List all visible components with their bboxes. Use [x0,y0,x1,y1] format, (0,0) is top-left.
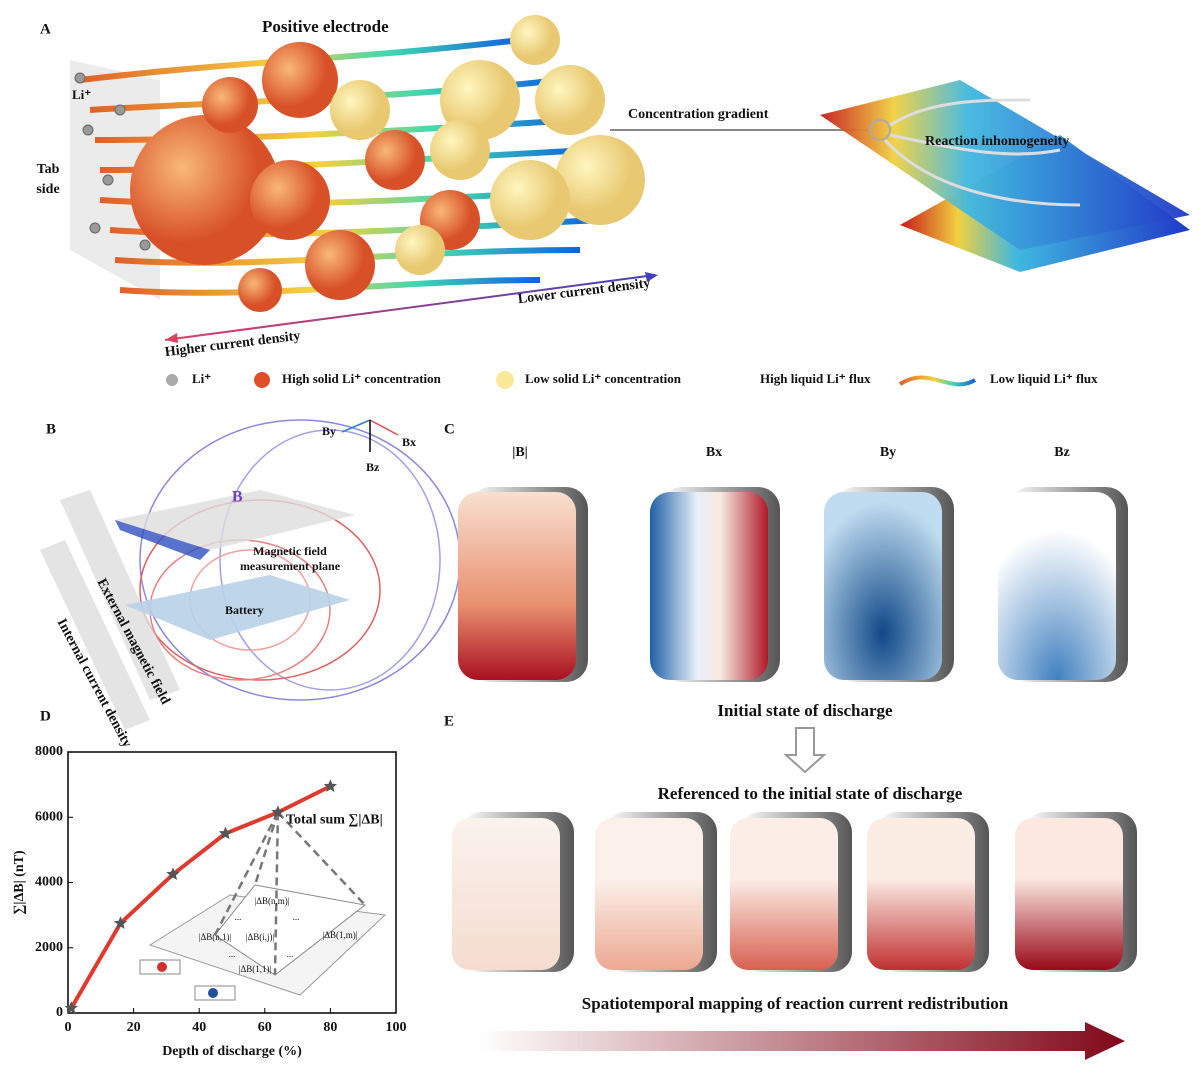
panel-label: B [46,421,56,437]
legend-label: High liquid Li⁺ flux [760,371,871,386]
plane-label: Magnetic field [253,544,327,558]
axis-label: Bx [402,435,416,449]
gradient-label: Concentration gradient [628,107,769,122]
referenced-label: Referenced to the initial state of disch… [658,784,963,803]
projection [273,812,280,976]
map-title: Bz [1054,445,1070,460]
legend: Li⁺ High solid Li⁺ concentration Low sol… [166,371,1098,389]
x-axis-label: Depth of discharge (%) [162,1044,302,1059]
annotation: Total sum ∑|ΔB| [286,813,383,828]
marker [64,1001,78,1014]
current-maps [452,812,1137,972]
marker [323,779,338,792]
inset-label: |ΔB(1,m)| [322,930,357,940]
time-arrow [478,1022,1125,1060]
battery [125,575,350,640]
arrow-head [165,333,178,343]
y-tick-label: 8000 [35,744,63,759]
down-arrow [783,727,827,774]
tab-pos [157,962,167,972]
x-tick-label: 80 [323,1020,337,1035]
chart: 0 20 40 60 80 100 0 2000 4000 6000 8000 Depth of di… [12,744,406,1059]
x-tick-label: 100 [386,1020,407,1035]
mapping-label: Spatiotemporal mapping of reaction curre… [582,994,1009,1013]
legend-label: Li⁺ [192,371,211,386]
inset-grid [214,884,367,976]
marker-circle [869,119,891,141]
y-tick-label: 0 [56,1005,63,1020]
inset-label: |ΔB(i,j)| [246,932,275,942]
battery-label: Battery [225,603,264,617]
panel-label: E [444,713,454,729]
y-axis-label: ∑|ΔB| (nT) [12,850,27,915]
plane-label: measurement plane [240,559,341,573]
x-tick-label: 0 [65,1020,72,1035]
axis-label: By [322,424,336,438]
band [60,490,180,700]
y-tick-label: 2000 [35,940,63,955]
density-arrow [164,274,656,341]
li-label: Li⁺ [72,87,91,102]
legend-label: Low liquid Li⁺ flux [990,371,1098,386]
marker [271,805,285,819]
electrode-label: Positive electrode [262,17,389,36]
map-title: By [880,445,896,460]
y-tick-label: 6000 [35,809,63,824]
inset-label: |ΔB(n,m)| [254,896,289,906]
tab-label: Tab [37,162,60,177]
li-ions [74,72,151,251]
tab-plane [70,60,160,300]
legend-label: Low solid Li⁺ concentration [525,371,682,386]
inset-label: ... [287,949,294,959]
inset-label: ... [229,949,236,959]
inhomogeneity-label: Reaction inhomogeneity [925,134,1069,149]
inset-label: |ΔB(1,1)| [239,964,272,974]
marker [166,867,180,881]
legend-label: High solid Li⁺ concentration [282,371,442,386]
flow-arrows [883,98,1081,207]
y-tick-label: 4000 [35,875,63,890]
field-maps [458,487,1128,682]
line [69,784,332,1010]
x-tick-label: 20 [127,1020,141,1035]
plane-edge [115,520,210,560]
x-tick-label: 40 [192,1020,206,1035]
higher-density-label: Higher current density [164,329,301,361]
b-vector: B⃗ [232,489,255,506]
tab-neg [208,988,218,998]
projection [213,811,280,936]
axis-label: Bz [366,460,380,474]
measurement-plane [115,490,355,550]
panel-label: C [444,421,455,437]
marker [113,916,128,929]
map-title: Bx [706,445,722,460]
plot-frame [67,751,397,1014]
tab-label: side [36,182,59,197]
map-title: |B| [512,445,528,460]
band [40,540,150,730]
particles [130,15,645,312]
sheet [820,80,1190,250]
arrow-head [645,272,658,282]
axis-triad [341,419,399,452]
inset-label: ... [293,912,300,922]
projection [277,811,366,906]
x-tick-label: 60 [258,1020,272,1035]
panel-label: D [40,708,51,724]
inset-label: |ΔB(n,1)| [199,932,232,942]
marker [218,826,233,840]
panel-label: A [40,21,51,37]
initial-label: Initial state of discharge [717,701,893,720]
inset-label: ... [235,912,242,922]
